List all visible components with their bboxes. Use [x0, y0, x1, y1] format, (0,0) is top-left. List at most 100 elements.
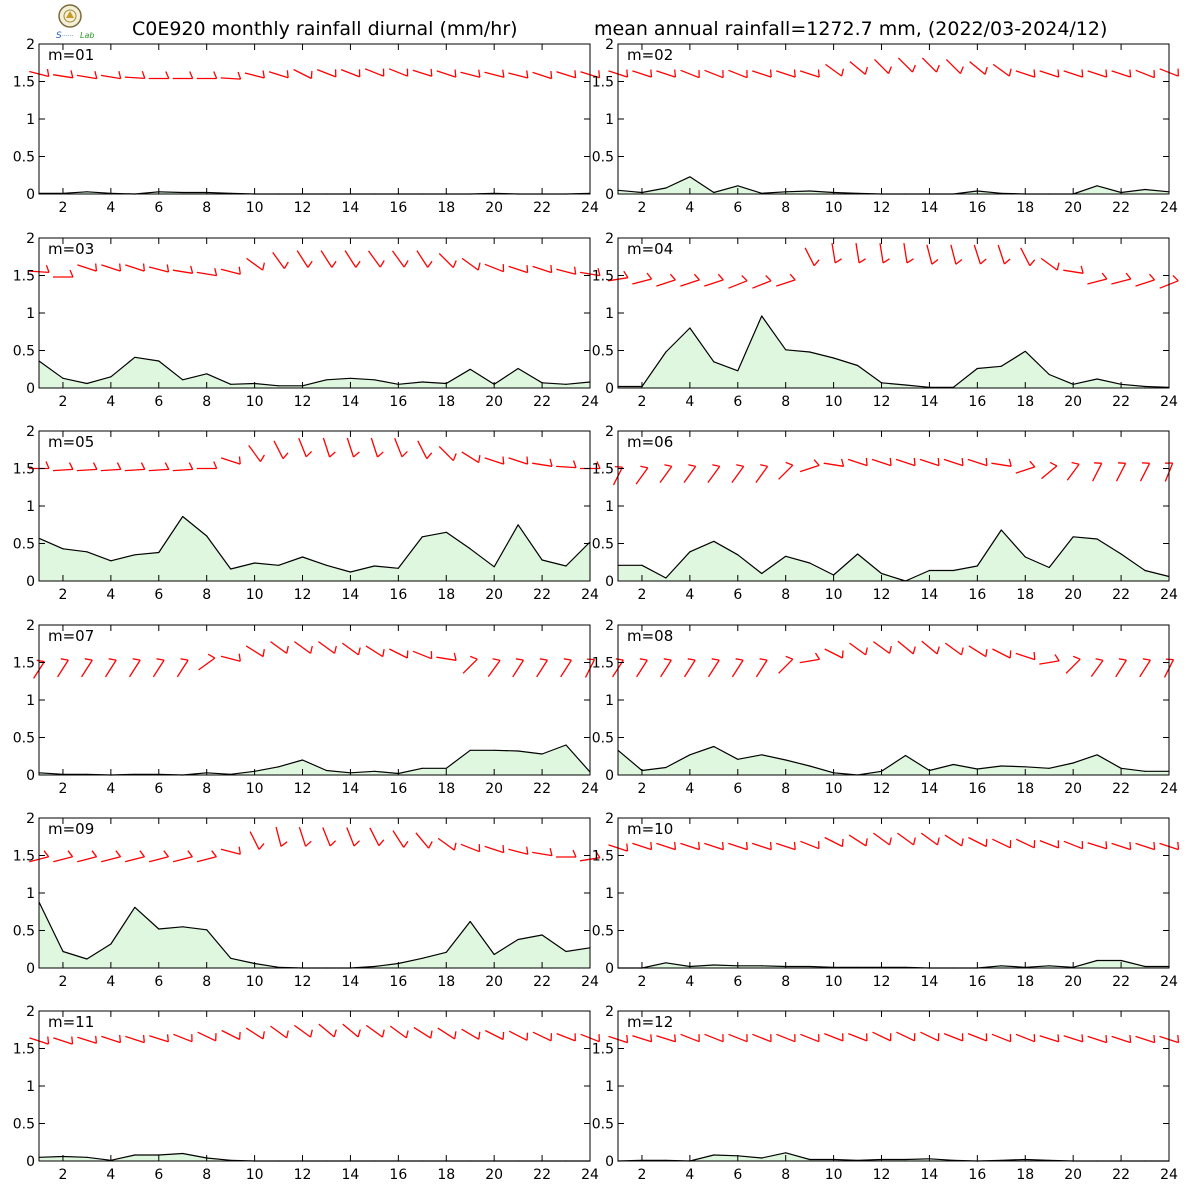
rainfall-segment [517, 367, 543, 384]
wind-barb-feather [663, 658, 672, 661]
wind-barb-staff [77, 856, 97, 863]
wind-barb-staff [1115, 659, 1127, 678]
x-tick-label: 12 [873, 394, 891, 410]
x-tick-label: 12 [294, 1167, 312, 1183]
rainfall-segment [518, 750, 543, 755]
rainfall-segment [374, 565, 399, 569]
x-tick-label: 10 [825, 781, 843, 797]
wind-barb-staff [318, 641, 335, 654]
wind-barb-feather [549, 848, 553, 856]
wind-barb-staff [751, 842, 772, 851]
y-tick-label: 2 [605, 37, 614, 53]
wind-barb-staff [412, 650, 432, 660]
rainfall-segment [182, 373, 207, 381]
wind-barb-feather [1142, 658, 1151, 661]
wind-barb-staff [728, 842, 748, 851]
wind-barb-staff [683, 466, 697, 483]
wind-barb-staff [752, 1033, 772, 1043]
rainfall-segment [929, 763, 954, 772]
rainfall-segment [641, 187, 667, 194]
rainfall-segment [398, 381, 423, 385]
y-tick-label: 2 [605, 811, 614, 827]
wind-barb-staff [221, 1029, 240, 1041]
rainfall-segment [1120, 959, 1146, 968]
x-tick-label: 8 [781, 1167, 790, 1183]
rainfall-point [880, 572, 883, 575]
wind-barb-feather [118, 71, 122, 79]
rainfall-segment [230, 957, 255, 965]
y-tick-label: 0.5 [592, 344, 614, 360]
wind-barb-feather [142, 263, 145, 272]
rainfall-point [445, 767, 447, 769]
wind-barb-staff [556, 465, 577, 469]
rainfall-point [809, 1158, 811, 1161]
rainfall-segment [713, 540, 739, 556]
wind-barb-feather [45, 461, 50, 469]
rainfall-segment [517, 524, 543, 561]
rainfall-point [1024, 766, 1026, 768]
wind-barb-feather [190, 265, 194, 274]
rainfall-point [665, 577, 667, 579]
rainfall-segment [254, 562, 279, 566]
wind-barb-staff [365, 645, 384, 658]
rainfall-point [278, 766, 280, 768]
rainfall-point [182, 191, 184, 194]
wind-barb-staff [1039, 70, 1059, 78]
wind-barb-staff [461, 257, 479, 271]
wind-barb-staff [707, 466, 721, 483]
x-tick-label: 14 [921, 974, 939, 990]
wind-barb-staff [484, 845, 504, 854]
x-tick-label: 8 [202, 394, 211, 410]
y-tick-label: 1 [26, 886, 35, 902]
wind-barb-staff [683, 659, 696, 678]
wind-barb-feather [357, 647, 361, 656]
wind-barb-staff [896, 1031, 915, 1042]
rainfall-point [158, 360, 160, 362]
wind-barb-staff [389, 1025, 407, 1039]
wind-barb-staff [394, 437, 403, 458]
rainfall-area [39, 902, 590, 968]
y-tick-label: 2 [26, 618, 35, 634]
wind-barb-feather [403, 260, 409, 268]
rainfall-segment [1024, 350, 1050, 375]
wind-barb-staff [413, 1026, 432, 1039]
wind-barb-staff [532, 1031, 552, 1042]
wind-barb-staff [268, 71, 289, 79]
rainfall-segment [689, 964, 714, 968]
wind-barb-staff [244, 72, 265, 79]
rainfall-area [39, 745, 590, 775]
y-tick-label: 1.5 [592, 269, 614, 285]
x-tick-label: 14 [342, 394, 360, 410]
wind-barb-staff [560, 659, 572, 678]
x-tick-label: 6 [154, 781, 163, 797]
y-tick-label: 2 [605, 618, 614, 634]
wind-barb-staff [848, 834, 867, 847]
rainfall-segment [182, 926, 207, 931]
wind-barb-feather [478, 1031, 481, 1040]
x-tick-label: 22 [533, 394, 551, 410]
y-tick-label: 1 [605, 1079, 614, 1095]
rainfall-segment [737, 315, 763, 372]
rainfall-point [857, 553, 859, 555]
rainfall-segment [641, 766, 666, 772]
rainfall-segment [541, 744, 567, 755]
x-tick-label: 10 [825, 587, 843, 603]
rainfall-segment [809, 965, 834, 968]
wind-barb-staff [508, 72, 528, 79]
wind-barb-staff [1135, 279, 1155, 287]
y-tick-label: 1.5 [592, 462, 614, 478]
wind-barb-feather [142, 1034, 145, 1043]
rainfall-point [809, 765, 811, 767]
rainfall-point [541, 934, 543, 936]
wind-barb-feather [310, 70, 313, 79]
wind-barb-feather [1049, 461, 1058, 467]
rainfall-point [230, 383, 232, 385]
wind-barb-feather [1172, 274, 1179, 282]
lab-logo: S ······ Lab [54, 2, 120, 42]
rainfall-segment [541, 559, 567, 567]
wind-barb-staff [487, 660, 501, 677]
wind-barb-feather [211, 850, 217, 858]
x-tick-label: 18 [437, 781, 455, 797]
wind-barb-feather [163, 850, 170, 858]
wind-barb-staff [436, 70, 457, 78]
